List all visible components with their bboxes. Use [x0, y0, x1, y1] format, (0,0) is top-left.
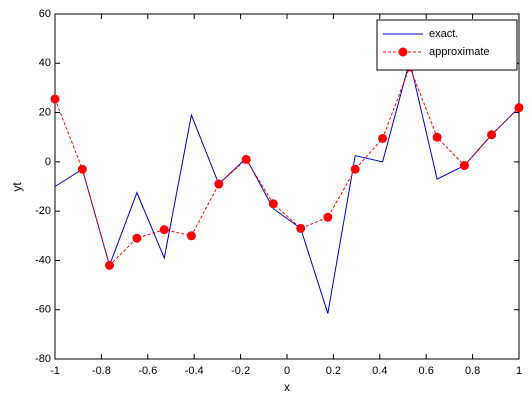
x-tick-label: 0.4 — [372, 365, 387, 377]
x-tick-label: 0.8 — [465, 365, 480, 377]
marker — [432, 132, 442, 142]
y-tick-label: 20 — [39, 106, 51, 118]
series-line — [54, 65, 520, 267]
x-tick-label: 0.6 — [419, 365, 434, 377]
marker — [268, 199, 278, 209]
marker — [159, 225, 169, 235]
marker — [487, 130, 497, 140]
x-tick-label: -0.2 — [231, 365, 250, 377]
marker — [296, 223, 306, 233]
legend-label: approximate — [429, 46, 490, 58]
legend-box — [376, 19, 518, 71]
marker — [50, 94, 60, 104]
y-tick-label: 40 — [39, 57, 51, 69]
y-axis-label: yt — [10, 182, 24, 192]
legend-label: exact. — [429, 28, 458, 40]
marker — [350, 164, 360, 174]
marker — [77, 164, 87, 174]
x-tick-label: -1 — [50, 365, 60, 377]
marker — [459, 161, 469, 171]
y-tick-label: -40 — [35, 254, 51, 266]
marker — [186, 231, 196, 241]
marker — [378, 133, 388, 143]
marker — [105, 260, 115, 270]
axes-box — [54, 13, 520, 360]
x-tick-label: -0.6 — [138, 365, 157, 377]
x-tick-label: 0.2 — [326, 365, 341, 377]
y-tick-label: 60 — [39, 8, 51, 20]
legend-marker — [398, 47, 408, 57]
x-axis-label: x — [284, 380, 290, 394]
marker — [514, 103, 524, 113]
x-tick-label: 1 — [516, 365, 522, 377]
x-tick-label: 0 — [284, 365, 290, 377]
y-tick-label: -80 — [35, 353, 51, 365]
x-tick-label: -0.4 — [185, 365, 204, 377]
y-tick-label: -60 — [35, 304, 51, 316]
marker — [132, 233, 142, 243]
marker — [241, 154, 251, 164]
x-tick-label: -0.8 — [92, 365, 111, 377]
marker — [214, 179, 224, 189]
series-line — [54, 60, 520, 314]
y-tick-label: -20 — [35, 205, 51, 217]
y-tick-label: 0 — [45, 156, 51, 168]
marker — [323, 212, 333, 222]
